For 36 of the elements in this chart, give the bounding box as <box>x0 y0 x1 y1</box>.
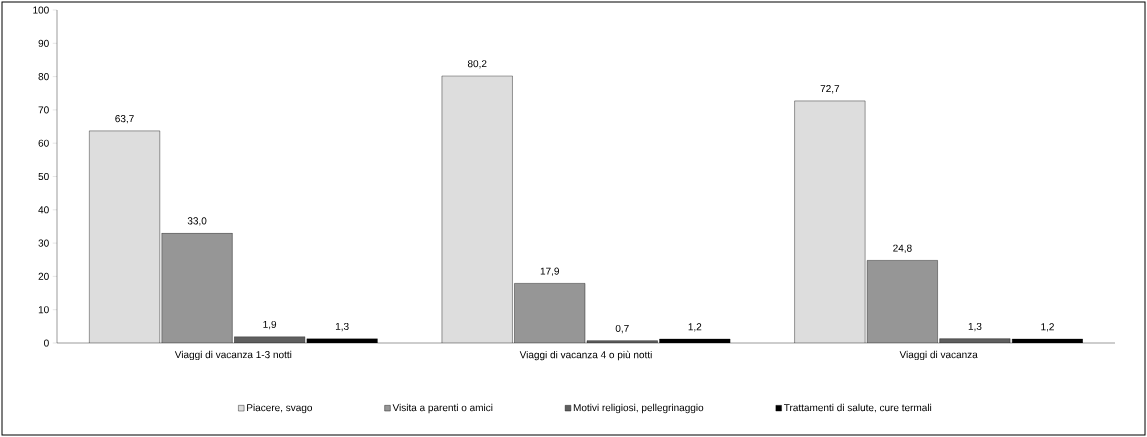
y-tick-label: 100 <box>33 6 49 14</box>
data-label: 63,7 <box>115 115 134 124</box>
y-tick-label: 20 <box>38 272 49 280</box>
x-tick-label: Viaggi di vacanza 4 o più notti <box>519 350 652 361</box>
y-tick-label: 90 <box>38 39 49 47</box>
y-tick-label: 10 <box>38 306 49 314</box>
data-label: 0,7 <box>615 324 629 334</box>
bar <box>161 233 233 343</box>
data-label: 72,7 <box>820 85 840 94</box>
data-label: 1,3 <box>968 322 982 332</box>
y-tick-label: 60 <box>38 139 49 147</box>
y-tick-label: 50 <box>38 172 49 181</box>
y-tick-label: 80 <box>38 73 49 81</box>
bar <box>866 260 938 343</box>
data-label: 1,9 <box>263 320 277 330</box>
data-label: 80,2 <box>467 60 487 69</box>
data-label: 1,2 <box>688 323 702 332</box>
legend-label: Visita a parenti o amici <box>392 403 493 414</box>
data-label: 1,2 <box>1041 323 1054 332</box>
y-tick-label: 70 <box>38 106 49 114</box>
data-label: 1,3 <box>335 322 349 332</box>
bar <box>89 130 160 343</box>
bar <box>794 100 866 343</box>
bar <box>441 75 513 343</box>
legend-label: Piacere, svago <box>247 403 313 414</box>
legend-label: Trattamenti di salute, cure termali <box>783 403 932 413</box>
data-label: 33,0 <box>187 217 207 226</box>
x-tick-label: Viaggi di vacanza 1-3 notti <box>174 350 292 361</box>
y-tick-label: 0 <box>44 339 49 347</box>
y-tick-label: 40 <box>38 206 49 214</box>
y-tick-label: 30 <box>38 239 49 247</box>
bar <box>514 283 585 343</box>
data-label: 17,9 <box>540 267 559 276</box>
data-label: 24,8 <box>893 244 912 253</box>
x-tick-label: Viaggi di vacanza <box>899 350 978 361</box>
legend-label: Motivi religiosi, pellegrinaggio <box>573 403 704 414</box>
